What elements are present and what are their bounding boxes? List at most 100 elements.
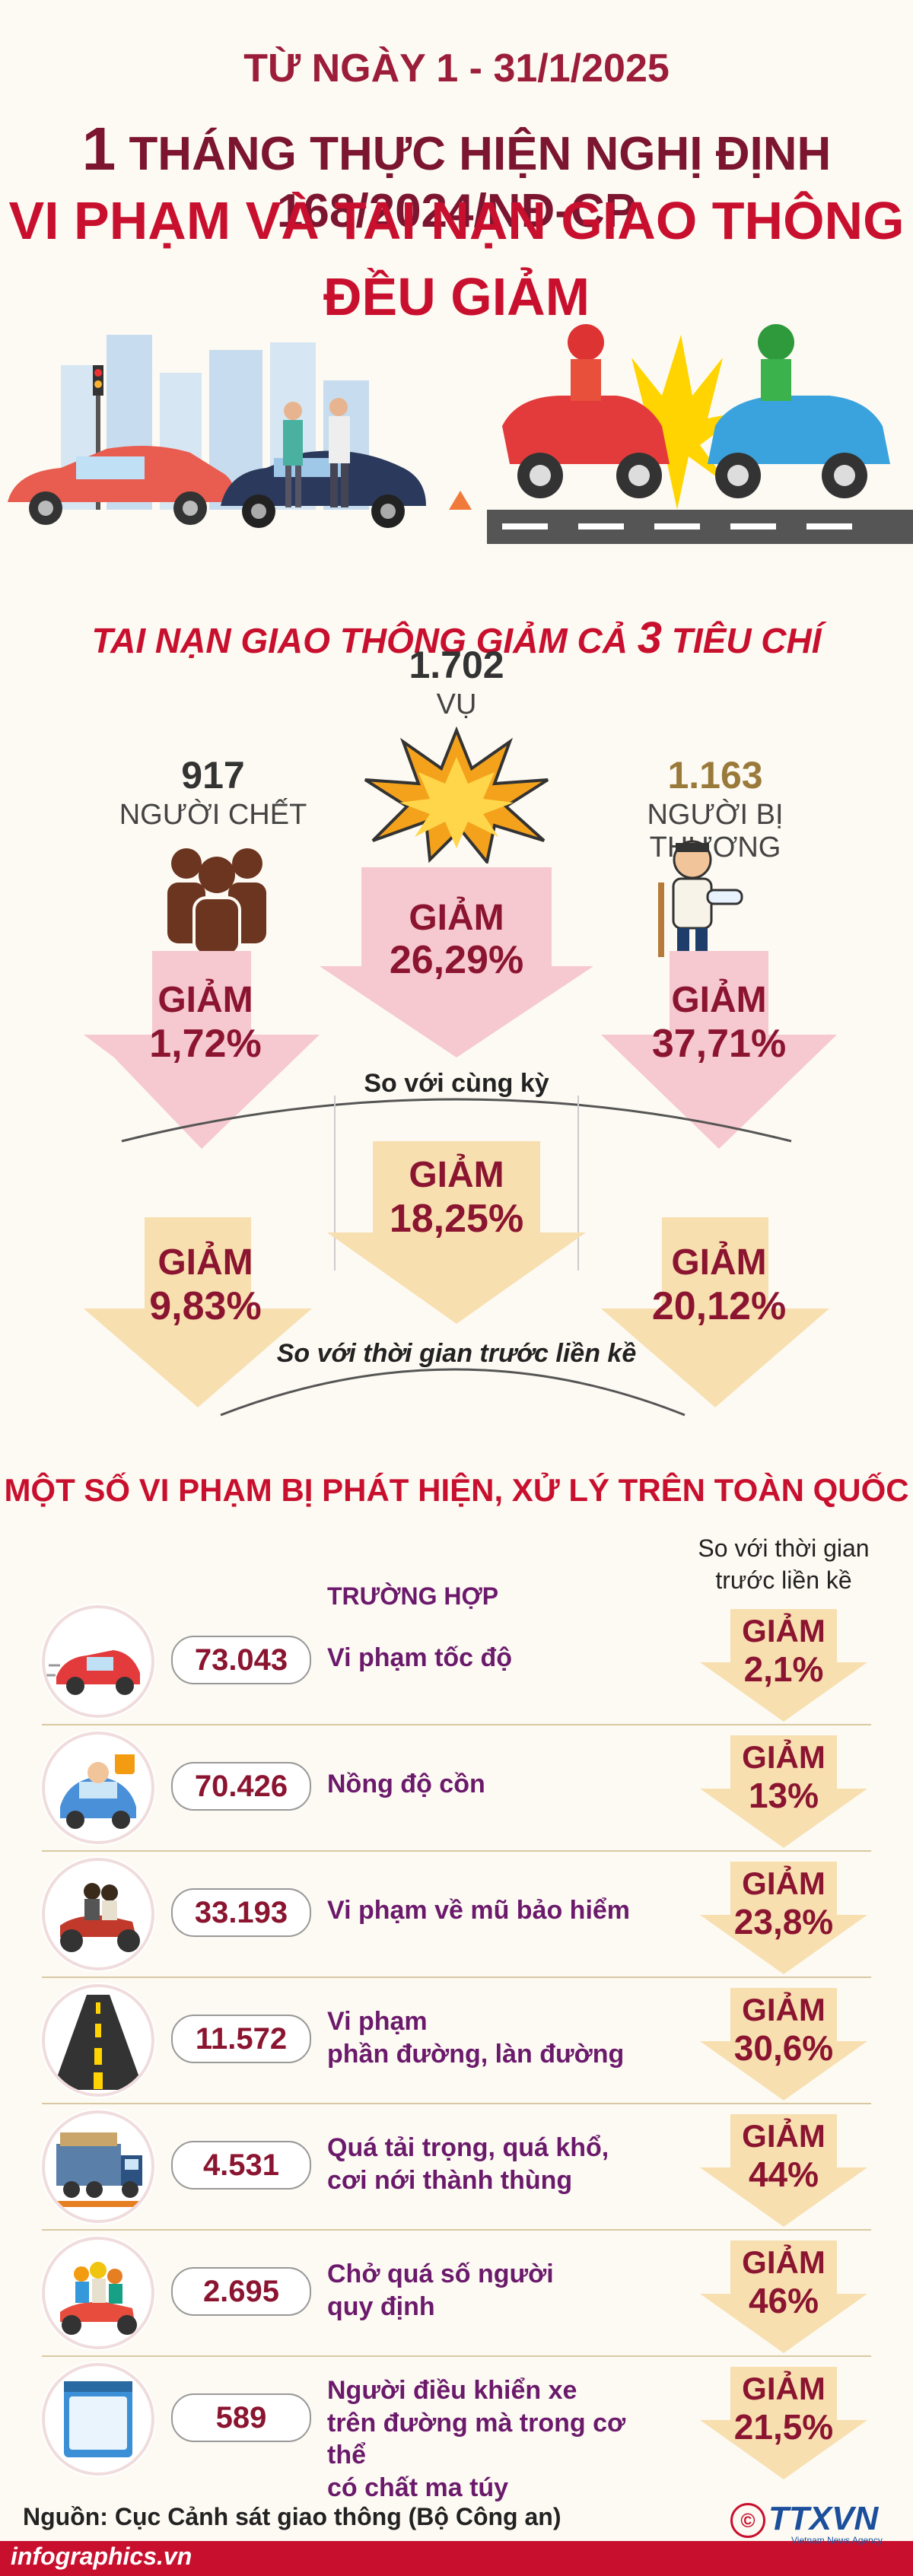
injured-person-icon	[658, 840, 743, 957]
compare-header-line-1: So với thời gian	[698, 1534, 870, 1562]
drug-packet-icon	[42, 2363, 154, 2476]
explosion-icon	[364, 727, 549, 863]
violation-label: Người điều khiển xe trên đường mà trong c…	[327, 2374, 670, 2504]
violation-label: Quá tải trọng, quá khổ, cơi nới thành thù…	[327, 2132, 670, 2196]
headline-line-2: ĐỀU GIẢM	[323, 267, 590, 326]
row-divider	[42, 2103, 871, 2104]
cases-yoy-value: 26,29%	[389, 938, 524, 982]
row-divider	[42, 2355, 871, 2357]
change-arrow	[700, 2367, 867, 2479]
date-range: TỪ NGÀY 1 - 31/1/2025	[243, 46, 670, 91]
violation-label: Vi phạm phần đường, làn đường	[327, 2005, 670, 2070]
injured-prev-giam: GIẢM	[671, 1242, 767, 1283]
injured-value: 1.163	[667, 754, 763, 797]
helmetless-motorbike-icon	[42, 1858, 154, 1970]
deaths-yoy-arrow	[84, 951, 320, 1149]
violation-label-line-2: trên đường mà trong cơ thể	[327, 2408, 626, 2470]
change-value: 21,5%	[733, 2407, 834, 2447]
violation-label-line-1: Vi phạm về mũ bảo hiểm	[327, 1896, 631, 1925]
deaths-label: NGƯỜI CHẾT	[119, 799, 307, 831]
footer-bar	[0, 2541, 913, 2576]
violation-label-line-1: Quá tải trọng, quá khổ,	[327, 2133, 609, 2162]
change-giam: GIẢM	[742, 2371, 826, 2406]
source-note: Nguồn: Cục Cảnh sát giao thông (Bộ Công …	[23, 2503, 561, 2530]
row-divider	[42, 1977, 871, 1978]
violation-count: 589	[171, 2393, 311, 2442]
change-arrow	[700, 1609, 867, 1722]
change-value: 44%	[748, 2155, 819, 2194]
violation-count: 4.531	[171, 2141, 311, 2190]
change-arrow	[700, 2114, 867, 2227]
violation-count: 2.695	[171, 2267, 311, 2316]
violation-label: Vi phạm tốc độ	[327, 1642, 670, 1674]
compare-header-line-2: trước liền kề	[715, 1566, 852, 1594]
violation-label: Vi phạm về mũ bảo hiểm	[327, 1894, 670, 1927]
decree-title-number: 1	[81, 115, 116, 183]
violation-label-line-3: có chất ma túy	[327, 2473, 509, 2502]
car-crash-illustration	[8, 335, 472, 528]
change-arrow	[700, 1862, 867, 1974]
change-arrow	[700, 1988, 867, 2101]
change-value: 30,6%	[733, 2028, 834, 2068]
injured-yoy-arrow	[601, 951, 837, 1149]
overloaded-truck-icon	[42, 2110, 154, 2223]
violation-label-line-2: quy định	[327, 2291, 435, 2321]
prev-comparison-label: So với thời gian trước liền kề	[276, 1339, 637, 1368]
change-value: 23,8%	[733, 1902, 834, 1942]
prev-arc	[220, 1368, 686, 1417]
violation-label-line-1: Chở quá số người	[327, 2260, 554, 2288]
copyright-icon: ©	[730, 2503, 765, 2538]
violation-label-line-2: phần đường, làn đường	[327, 2039, 625, 2069]
cases-value: 1.702	[409, 644, 504, 686]
violation-count: 73.043	[171, 1636, 311, 1684]
deaths-value: 917	[181, 754, 245, 797]
violation-label-line-1: Vi phạm	[327, 2007, 428, 2036]
violation-label: Nồng độ cồn	[327, 1768, 670, 1801]
accidents-section-title: TAI NẠN GIAO THÔNG GIẢM CẢ 3 TIÊU CHÍ	[0, 612, 913, 663]
drunk-driver-icon	[42, 1732, 154, 1844]
violation-label-line-1: Nồng độ cồn	[327, 1770, 485, 1798]
deaths-prev-value: 9,83%	[149, 1284, 262, 1328]
injured-prev-value: 20,12%	[651, 1284, 787, 1328]
deaths-yoy-value: 1,72%	[149, 1022, 262, 1066]
change-arrow	[700, 2240, 867, 2353]
change-giam: GIẢM	[742, 1613, 826, 1649]
violation-label-line-1: Vi phạm tốc độ	[327, 1643, 513, 1672]
change-value: 2,1%	[743, 1649, 824, 1689]
change-giam: GIẢM	[742, 1992, 826, 2027]
people-group-icon	[167, 848, 266, 955]
row-divider	[42, 1850, 871, 1852]
violation-label: Chở quá số người quy định	[327, 2258, 670, 2323]
brand-subtitle: Vietnam News Agency	[791, 2535, 883, 2546]
cases-yoy-giam: GIẢM	[409, 898, 504, 938]
violation-label-line-2: cơi nới thành thùng	[327, 2165, 573, 2195]
speeding-car-icon	[42, 1605, 154, 1718]
row-divider	[42, 1724, 871, 1725]
arrows-layer	[84, 867, 837, 1417]
cases-label: VỤ	[436, 689, 477, 720]
injured-yoy-value: 37,71%	[651, 1022, 787, 1066]
injured-prev-arrow	[601, 1217, 829, 1407]
violation-count: 70.426	[171, 1762, 311, 1811]
headline-line-1: VI PHẠM VÀ TAI NẠN GIAO THÔNG	[8, 191, 905, 250]
accidents-title-part-b: TIÊU CHÍ	[671, 621, 822, 660]
cases-column-header: TRƯỜNG HỢP	[327, 1582, 499, 1610]
overloaded-scooter-icon	[42, 2237, 154, 2349]
deaths-yoy-giam: GIẢM	[157, 980, 253, 1020]
injured-yoy-giam: GIẢM	[671, 980, 767, 1020]
brand-logo: TTXVN	[768, 2500, 879, 2537]
change-value: 46%	[748, 2281, 819, 2320]
change-giam: GIẢM	[742, 1865, 826, 1901]
decree-title-text: THÁNG THỰC HIỆN NGHỊ ĐỊNH 168/2024/NĐ-CP	[129, 128, 832, 237]
cases-prev-giam: GIẢM	[409, 1155, 504, 1195]
injured-label: NGƯỜI BỊ THƯƠNG	[647, 799, 784, 863]
violation-count: 11.572	[171, 2015, 311, 2063]
accidents-title-number: 3	[637, 613, 662, 663]
deaths-prev-arrow	[84, 1217, 312, 1407]
deaths-prev-giam: GIẢM	[157, 1242, 253, 1283]
violations-section-title: MỘT SỐ VI PHẠM BỊ PHÁT HIỆN, XỬ LÝ TRÊN …	[4, 1472, 909, 1508]
decree-title: 1 THÁNG THỰC HIỆN NGHỊ ĐỊNH 168/2024/NĐ-…	[0, 114, 913, 238]
row-divider	[42, 2229, 871, 2231]
cases-prev-value: 18,25%	[389, 1197, 524, 1241]
change-giam: GIẢM	[742, 1739, 826, 1775]
